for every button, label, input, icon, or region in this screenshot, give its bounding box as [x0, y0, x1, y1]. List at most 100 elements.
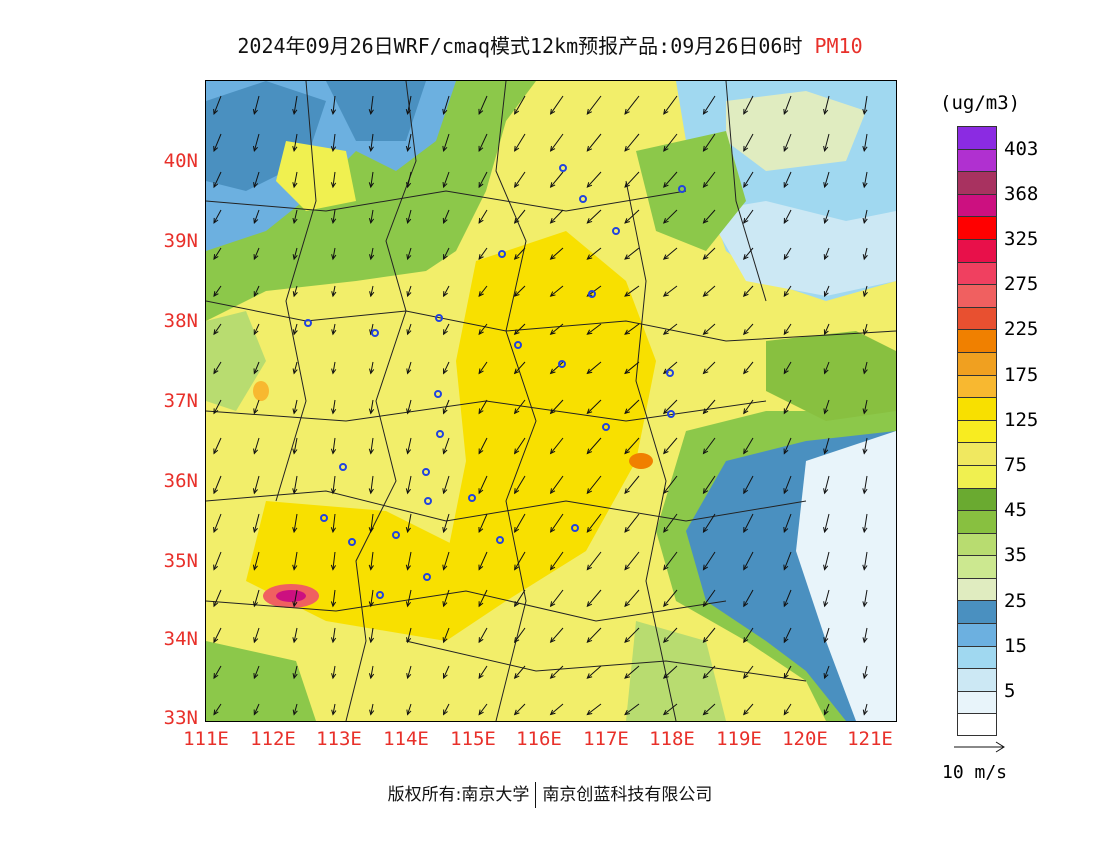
wind-arrowhead: [369, 291, 375, 298]
pollutant-label: PM10: [814, 34, 863, 58]
wind-vector: [478, 475, 488, 494]
wind-arrowhead: [213, 526, 218, 534]
station-circle-icon: [423, 573, 431, 581]
wind-vector: [332, 513, 336, 533]
legend-swatch: [957, 713, 997, 737]
wind-arrowhead: [213, 217, 219, 224]
wind-arrowhead: [513, 329, 520, 336]
wind-vector: [213, 703, 222, 715]
wind-arrowhead: [406, 217, 412, 225]
legend-swatch: [957, 171, 997, 194]
legend-swatch: [957, 487, 997, 511]
wind-arrowhead: [514, 601, 520, 608]
legend-label: 15: [1004, 634, 1027, 657]
wind-arrowhead: [406, 291, 412, 298]
wind-arrowhead: [330, 182, 337, 189]
wind-vector: [332, 361, 336, 374]
wind-vector: [703, 361, 716, 374]
wind-vector: [703, 551, 716, 570]
wind-arrowhead: [783, 368, 789, 375]
wind-arrowhead: [702, 108, 709, 115]
wind-vector: [293, 703, 298, 715]
wind-vector: [863, 703, 868, 715]
wind-vector: [407, 323, 412, 335]
wind-arrowhead: [406, 709, 412, 716]
wind-vector: [443, 209, 450, 224]
wind-arrowhead: [330, 408, 337, 415]
wind-vector: [586, 171, 602, 188]
wind-arrowhead: [406, 637, 412, 644]
wind-arrowhead: [549, 488, 556, 495]
legend-swatch: [957, 306, 997, 330]
wind-vector: [332, 551, 336, 570]
legend-label: 25: [1004, 589, 1027, 612]
wind-vector: [624, 589, 640, 607]
wind-vector: [586, 551, 602, 570]
legend-swatch: [957, 532, 997, 556]
wind-arrowhead: [213, 709, 219, 716]
wind-arrowhead: [478, 145, 484, 152]
wind-arrowhead: [586, 448, 593, 455]
pm10-concentration-map[interactable]: [205, 80, 897, 722]
wind-arrowhead: [823, 108, 829, 116]
wind-vector: [586, 209, 602, 224]
wind-vector: [293, 247, 298, 260]
wind-vector: [407, 285, 412, 297]
wind-vector: [253, 361, 260, 374]
wind-arrowhead: [586, 637, 593, 643]
wind-arrowhead: [478, 564, 484, 571]
wind-arrowhead: [478, 182, 484, 189]
wind-vector: [293, 285, 298, 297]
wind-vector: [478, 665, 488, 679]
color-legend: [957, 126, 997, 737]
wind-vector: [293, 437, 298, 454]
wind-arrowhead: [783, 408, 789, 415]
wind-vector: [863, 665, 868, 679]
lon-label-118e: 118E: [649, 728, 695, 750]
wind-arrowhead: [478, 448, 484, 455]
wind-vector: [407, 209, 412, 224]
wind-vector: [703, 665, 716, 679]
wind-vector: [407, 133, 412, 152]
high-concentration-core: [446, 231, 656, 601]
legend-label: 325: [1004, 228, 1039, 250]
wind-arrowhead: [783, 254, 789, 261]
wind-vector: [863, 247, 868, 260]
wind-vector: [550, 399, 564, 414]
wind-vector: [743, 513, 754, 533]
wind-vector: [824, 551, 830, 570]
wind-arrowhead: [586, 564, 593, 571]
wind-arrowhead: [514, 488, 520, 495]
wind-arrowhead: [702, 217, 709, 224]
wind-vector: [663, 399, 678, 414]
legend-swatch: [957, 329, 997, 352]
wind-vector: [824, 285, 830, 297]
wind-vectors: [213, 95, 868, 716]
wind-arrowhead: [702, 254, 709, 260]
wind-vector: [586, 247, 602, 260]
wind-vector: [863, 285, 868, 297]
wind-vector: [370, 133, 374, 151]
legend-swatch: [957, 510, 997, 533]
wind-arrowhead: [514, 448, 520, 455]
wind-arrowhead: [549, 329, 556, 335]
legend-unit: (ug/m3): [940, 92, 1021, 114]
wind-arrowhead: [624, 408, 630, 415]
wind-arrowhead: [862, 291, 868, 298]
wind-arrowhead: [743, 368, 749, 375]
wind-vector: [514, 285, 526, 297]
wind-arrowhead: [368, 488, 374, 495]
wind-arrowhead: [368, 146, 374, 153]
lon-label-117e: 117E: [583, 728, 629, 750]
wind-vector: [478, 285, 488, 297]
wind-vector: [663, 209, 678, 224]
wind-arrowhead: [406, 368, 412, 375]
wind-arrowhead: [213, 448, 219, 455]
wind-vector: [213, 247, 222, 260]
wind-vector: [293, 323, 298, 335]
wind-vector: [863, 513, 868, 533]
wind-vector: [370, 665, 374, 679]
wind-arrowhead: [514, 145, 520, 152]
wind-arrowhead: [624, 368, 631, 375]
wind-arrowhead: [442, 637, 448, 644]
